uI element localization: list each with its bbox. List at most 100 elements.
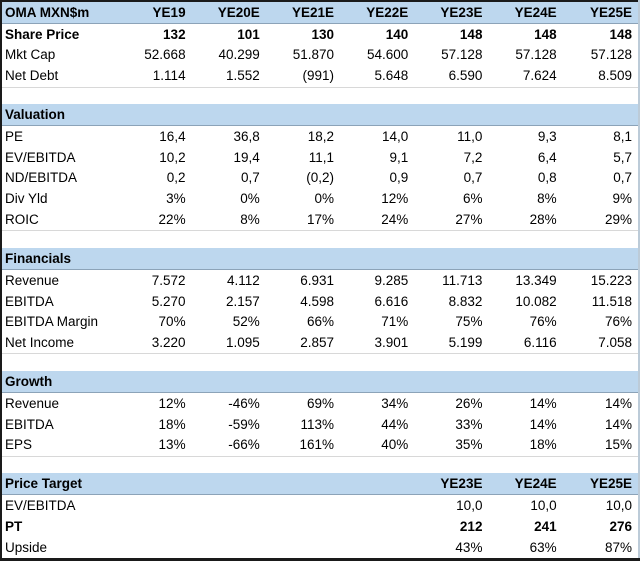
row-label: Share Price xyxy=(5,26,80,42)
section-title: Growth xyxy=(1,371,118,393)
row-label: ROIC xyxy=(1,209,118,232)
cell-value: 14% xyxy=(604,395,632,411)
row-label: EBITDA xyxy=(5,293,54,309)
cell-value: 6.590 xyxy=(414,65,489,88)
cell-value: 11,1 xyxy=(308,149,335,165)
cell-value: 0% xyxy=(240,191,260,207)
cell-value: 12% xyxy=(158,395,186,411)
row-label: EBITDA xyxy=(5,416,54,432)
cell-value: 6.931 xyxy=(300,272,335,288)
section-band-fill xyxy=(117,104,639,127)
table-row: Financials xyxy=(1,248,639,270)
cell-value: 57.128 xyxy=(515,47,557,63)
cell-value: 13.349 xyxy=(515,272,557,288)
table-row: ROIC 22% 8% 17% 24% 27% 28% 29% xyxy=(1,209,639,232)
row-label: Revenue xyxy=(5,272,60,288)
row-label: EBITDA Margin xyxy=(5,314,99,330)
cell-value: 29% xyxy=(562,209,639,232)
column-header: YE21E xyxy=(265,1,341,24)
table-row: Net Debt 1.114 1.552 (991) 5.648 6.590 7.624 8.… xyxy=(1,65,639,88)
table-row xyxy=(1,354,639,371)
cell-value: 6.616 xyxy=(374,293,409,309)
cell-value: 52.668 xyxy=(144,47,186,63)
cell-value: 27% xyxy=(414,209,489,232)
cell-value: 148 xyxy=(534,26,557,42)
cell-value: 7,2 xyxy=(463,149,483,165)
cell-value: 10,0 xyxy=(456,497,483,513)
cell-value: 19,4 xyxy=(233,149,260,165)
section-title: Valuation xyxy=(1,104,118,127)
cell-value: 11.518 xyxy=(591,293,632,309)
cell-value: 132 xyxy=(163,26,186,42)
row-label: Revenue xyxy=(5,395,60,411)
cell-value: 75% xyxy=(455,314,483,330)
cell-value: 0,7 xyxy=(463,170,483,186)
table-row xyxy=(1,456,639,473)
row-label: Mkt Cap xyxy=(5,47,56,63)
cell-value: 3.901 xyxy=(340,332,415,355)
table-row: EV/EBITDA 10,0 10,0 10,0 xyxy=(1,495,639,516)
cell-value: 5.270 xyxy=(151,293,186,309)
table-row: Share Price 132 101 130 140 148 148 148 xyxy=(1,23,639,44)
cell-value: -59% xyxy=(228,416,260,432)
cell-value: 6.116 xyxy=(488,332,563,355)
cell-value: 15.223 xyxy=(590,272,632,288)
row-label: EV/EBITDA xyxy=(5,149,76,165)
cell-value: 71% xyxy=(381,314,409,330)
section-band-fill xyxy=(117,248,639,270)
cell-value: 9,1 xyxy=(389,149,409,165)
table-row: EBITDA Margin 70% 52% 66% 71% 75% 76% 76% xyxy=(1,312,639,333)
cell-value: 0,7 xyxy=(613,170,632,186)
cell-value: 7.624 xyxy=(488,65,563,88)
cell-value: 2.157 xyxy=(226,293,260,309)
cell-value: 0,7 xyxy=(241,170,260,186)
cell-value: 26% xyxy=(455,395,483,411)
cell-value: 10,0 xyxy=(605,497,632,513)
table-row xyxy=(1,231,639,248)
table-row: Net Income 3.220 1.095 2.857 3.901 5.199 6.116… xyxy=(1,332,639,355)
cell-value: 212 xyxy=(459,518,483,534)
row-label: Net Debt xyxy=(1,65,118,88)
cell-value: 113% xyxy=(300,416,335,432)
cell-value: 11.713 xyxy=(442,272,483,288)
cell-value: 148 xyxy=(609,26,632,42)
cell-value: 63% xyxy=(529,539,557,555)
row-label: EPS xyxy=(1,434,118,457)
cell-value: 87% xyxy=(604,539,632,555)
cell-value: 5,7 xyxy=(613,149,632,165)
cell-value: 14% xyxy=(529,416,557,432)
row-label: EV/EBITDA xyxy=(5,497,76,513)
table-row: Price Target YE23E YE24E YE25E xyxy=(1,473,639,496)
cell-value: -66% xyxy=(191,434,266,457)
cell-value: 36,8 xyxy=(233,128,260,144)
table-row: PE 16,4 36,8 18,2 14,0 11,0 9,3 8,1 xyxy=(1,126,639,147)
cell-value: 18,2 xyxy=(307,128,335,144)
section-band-fill xyxy=(117,371,639,393)
cell-value: 54.600 xyxy=(366,47,409,63)
cell-value: 15% xyxy=(562,434,639,457)
cell-value: 17% xyxy=(265,209,341,232)
cell-value: 8,1 xyxy=(613,128,632,144)
table-row: Revenue 12% -46% 69% 34% 26% 14% 14% xyxy=(1,392,639,413)
cell-value: 276 xyxy=(609,518,632,534)
cell-value: 0,2 xyxy=(166,170,186,186)
cell-value: (991) xyxy=(265,65,341,88)
row-label: ND/EBITDA xyxy=(5,170,78,186)
cell-value: 44% xyxy=(381,416,409,432)
cell-value: 148 xyxy=(459,26,483,42)
column-header: YE20E xyxy=(191,1,266,24)
cell-value: 2.857 xyxy=(265,332,341,355)
cell-value: 52% xyxy=(232,314,260,330)
cell-value: 0,9 xyxy=(389,170,409,186)
row-label: Upside xyxy=(5,539,48,555)
cell-value: 70% xyxy=(158,314,186,330)
spacer-row xyxy=(1,87,639,104)
cell-value: 10,0 xyxy=(530,497,557,513)
cell-value: 5.648 xyxy=(340,65,415,88)
column-header: YE25E xyxy=(562,473,639,496)
row-label: PE xyxy=(5,128,24,144)
table-row: Valuation xyxy=(1,104,639,127)
table-row: EPS 13% -66% 161% 40% 35% 18% 15% xyxy=(1,434,639,457)
table-title: OMA MXN$m xyxy=(1,1,118,24)
